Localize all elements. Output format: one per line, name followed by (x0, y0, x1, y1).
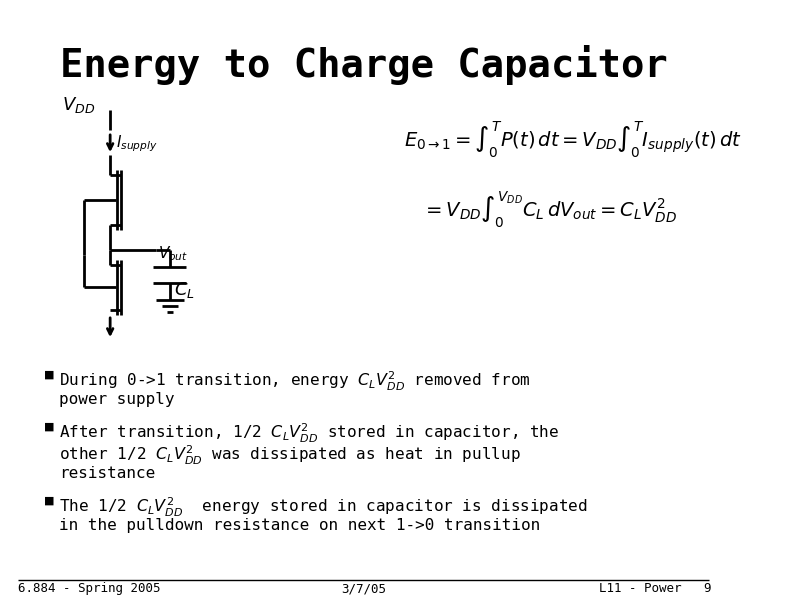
Text: ■: ■ (44, 422, 55, 432)
Text: power supply: power supply (59, 392, 174, 407)
Text: $V_{out}$: $V_{out}$ (158, 244, 188, 263)
Text: 6.884 - Spring 2005: 6.884 - Spring 2005 (18, 582, 161, 595)
Text: During 0->1 transition, energy $C_L V_{DD}^2$ removed from: During 0->1 transition, energy $C_L V_{D… (59, 370, 531, 393)
Text: Energy to Charge Capacitor: Energy to Charge Capacitor (59, 45, 668, 85)
Text: 3/7/05: 3/7/05 (341, 582, 386, 595)
Text: The 1/2 $C_L V_{DD}^2$  energy stored in capacitor is dissipated: The 1/2 $C_L V_{DD}^2$ energy stored in … (59, 496, 588, 519)
Text: $E_{0 \rightarrow 1} = \int_0^T P(t)\, dt = V_{DD}\int_0^T I_{supply}(t)\, dt$: $E_{0 \rightarrow 1} = \int_0^T P(t)\, d… (404, 120, 741, 160)
Text: L11 - Power   9: L11 - Power 9 (599, 582, 711, 595)
Text: in the pulldown resistance on next 1->0 transition: in the pulldown resistance on next 1->0 … (59, 518, 540, 533)
Text: $I_{supply}$: $I_{supply}$ (116, 133, 158, 154)
Text: other 1/2 $C_L V_{DD}^2$ was dissipated as heat in pullup: other 1/2 $C_L V_{DD}^2$ was dissipated … (59, 444, 520, 467)
Text: $V_{DD}$: $V_{DD}$ (63, 95, 96, 115)
Text: ■: ■ (44, 370, 55, 380)
Text: $= V_{DD}\int_0^{V_{DD}} C_L\, dV_{out} = C_L V_{DD}^2$: $= V_{DD}\int_0^{V_{DD}} C_L\, dV_{out} … (422, 190, 677, 230)
Text: $C_L$: $C_L$ (174, 280, 196, 300)
Text: ■: ■ (44, 496, 55, 506)
Text: resistance: resistance (59, 466, 155, 481)
Text: After transition, 1/2 $C_L V_{DD}^2$ stored in capacitor, the: After transition, 1/2 $C_L V_{DD}^2$ sto… (59, 422, 559, 445)
